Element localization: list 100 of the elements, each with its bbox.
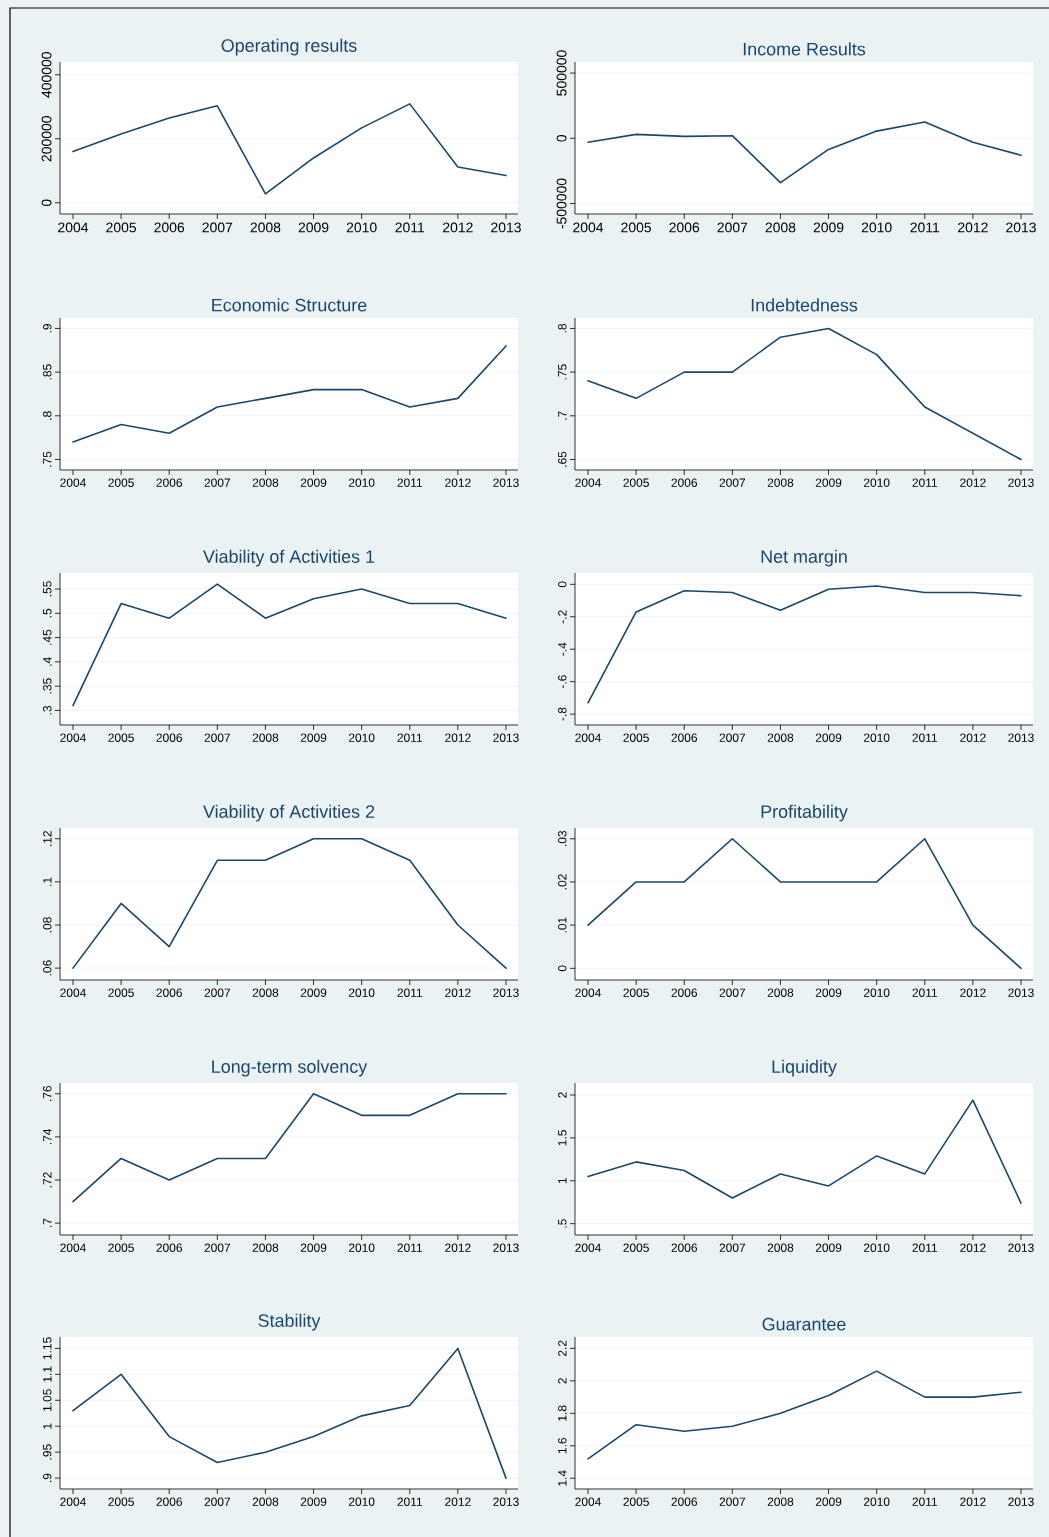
x-tick-label: 2010 xyxy=(863,988,890,997)
y-tick-label: .02 xyxy=(558,874,567,890)
y-tick-label: 0 xyxy=(558,965,567,972)
line-series xyxy=(72,103,507,195)
x-tick-label: 2008 xyxy=(767,733,794,742)
y-tick-label: .5 xyxy=(558,1219,567,1228)
x-tick-label: 2008 xyxy=(767,1243,794,1252)
x-tick-label: 2010 xyxy=(863,1243,890,1252)
x-tick-label: 2009 xyxy=(815,733,842,742)
chart-title: Operating results xyxy=(221,38,357,56)
x-tick-label: 2011 xyxy=(397,988,423,997)
x-tick-label: 2006 xyxy=(671,478,697,487)
x-tick-label: 2004 xyxy=(60,1497,86,1506)
x-tick-label: 2004 xyxy=(575,1243,601,1252)
y-tick-label: .65 xyxy=(558,451,567,467)
line-series xyxy=(72,1092,507,1203)
x-tick-label: 2007 xyxy=(719,1243,746,1252)
y-tick-label: .12 xyxy=(43,831,52,846)
x-tick-label: 2010 xyxy=(863,1497,890,1506)
y-tick-label: .1 xyxy=(43,877,52,886)
line-series xyxy=(72,345,507,443)
y-tick-label: .74 xyxy=(43,1128,52,1145)
x-tick-label: 2012 xyxy=(445,1243,471,1252)
x-tick-label: 2013 xyxy=(493,478,519,487)
y-tick-label: .95 xyxy=(43,1444,52,1460)
x-tick-label: 2013 xyxy=(1008,1243,1034,1252)
x-tick-label: 2005 xyxy=(621,222,652,233)
x-tick-label: 2012 xyxy=(443,222,473,233)
x-tick-label: 2006 xyxy=(156,988,182,997)
x-tick-label: 2004 xyxy=(58,222,89,233)
y-tick-label: 2 xyxy=(558,1092,567,1098)
x-tick-label: 2008 xyxy=(252,988,279,997)
y-tick-label: .7 xyxy=(43,1218,52,1228)
x-tick-label: 2006 xyxy=(154,222,185,233)
x-tick-label: 2013 xyxy=(493,1497,519,1506)
x-tick-label: 2005 xyxy=(106,222,137,233)
chart-title: Stability xyxy=(258,1313,321,1331)
x-tick-label: 2007 xyxy=(719,733,746,742)
x-tick-label: 2010 xyxy=(861,222,892,233)
x-tick-label: 2005 xyxy=(108,1497,134,1506)
chart-title: Indebtedness xyxy=(751,298,858,312)
x-tick-label: 2009 xyxy=(815,478,842,487)
y-tick-label: 2.2 xyxy=(558,1340,567,1357)
x-tick-label: 2011 xyxy=(912,1243,938,1252)
x-tick-label: 2008 xyxy=(252,1497,279,1506)
y-tick-label: .08 xyxy=(43,917,52,933)
x-tick-label: 2013 xyxy=(493,733,519,742)
chart-title: Viability of Activities 1 xyxy=(203,549,375,567)
y-tick-label: .5 xyxy=(43,608,52,618)
x-tick-label: 2013 xyxy=(1008,1497,1034,1506)
x-tick-label: 2012 xyxy=(445,988,471,997)
chart-title: Net margin xyxy=(761,549,847,567)
x-tick-label: 2008 xyxy=(765,222,796,233)
chart-title: Profitability xyxy=(761,804,848,822)
y-tick-label: -.4 xyxy=(558,642,567,656)
line-series xyxy=(72,1347,507,1479)
x-tick-label: 2007 xyxy=(719,988,746,997)
x-tick-label: 2012 xyxy=(445,1497,471,1506)
y-tick-label: .85 xyxy=(43,364,52,380)
x-tick-label: 2010 xyxy=(348,1243,375,1252)
x-tick-label: 2005 xyxy=(108,733,134,742)
x-tick-label: 2005 xyxy=(623,1243,649,1252)
x-tick-label: 2010 xyxy=(348,733,375,742)
chart-title: Viability of Activities 2 xyxy=(203,804,375,822)
y-tick-label: .75 xyxy=(558,364,567,380)
y-tick-label: .75 xyxy=(43,451,52,467)
y-tick-label: 0 xyxy=(41,199,52,207)
y-tick-label: -.6 xyxy=(558,675,567,689)
x-tick-label: 2010 xyxy=(348,988,375,997)
y-tick-label: 1.4 xyxy=(558,1470,567,1486)
line-series xyxy=(72,837,507,969)
x-tick-label: 2012 xyxy=(960,1497,986,1506)
x-tick-label: 2013 xyxy=(1008,988,1034,997)
x-tick-label: 2004 xyxy=(573,222,604,233)
y-tick-label: .06 xyxy=(43,960,52,976)
x-tick-label: 2008 xyxy=(250,222,281,233)
y-tick-label: .3 xyxy=(43,705,52,715)
x-tick-label: 2012 xyxy=(960,733,986,742)
y-tick-label: 400000 xyxy=(41,52,52,98)
x-tick-label: 2008 xyxy=(252,1243,279,1252)
chart-title: Economic Structure xyxy=(212,298,367,312)
line-series xyxy=(587,1099,1022,1204)
y-tick-label: .76 xyxy=(43,1085,52,1101)
line-series xyxy=(72,583,507,707)
y-tick-label: .8 xyxy=(558,323,567,333)
x-tick-label: 2004 xyxy=(60,1243,86,1252)
x-tick-label: 2006 xyxy=(671,1497,697,1506)
x-tick-label: 2007 xyxy=(204,1497,231,1506)
x-tick-label: 2007 xyxy=(204,478,231,487)
y-tick-label: 1 xyxy=(558,1178,567,1184)
chart-title: Long-term solvency xyxy=(212,1059,368,1077)
x-tick-label: 2009 xyxy=(300,988,327,997)
y-tick-label: .9 xyxy=(43,1473,52,1482)
y-tick-label: -.8 xyxy=(558,707,567,721)
y-tick-label: 1.15 xyxy=(43,1337,52,1360)
y-tick-label: .03 xyxy=(558,830,567,846)
x-tick-label: 2006 xyxy=(156,733,182,742)
x-tick-label: 2005 xyxy=(623,1497,649,1506)
x-tick-label: 2007 xyxy=(202,222,233,233)
x-tick-label: 2008 xyxy=(767,1497,794,1506)
